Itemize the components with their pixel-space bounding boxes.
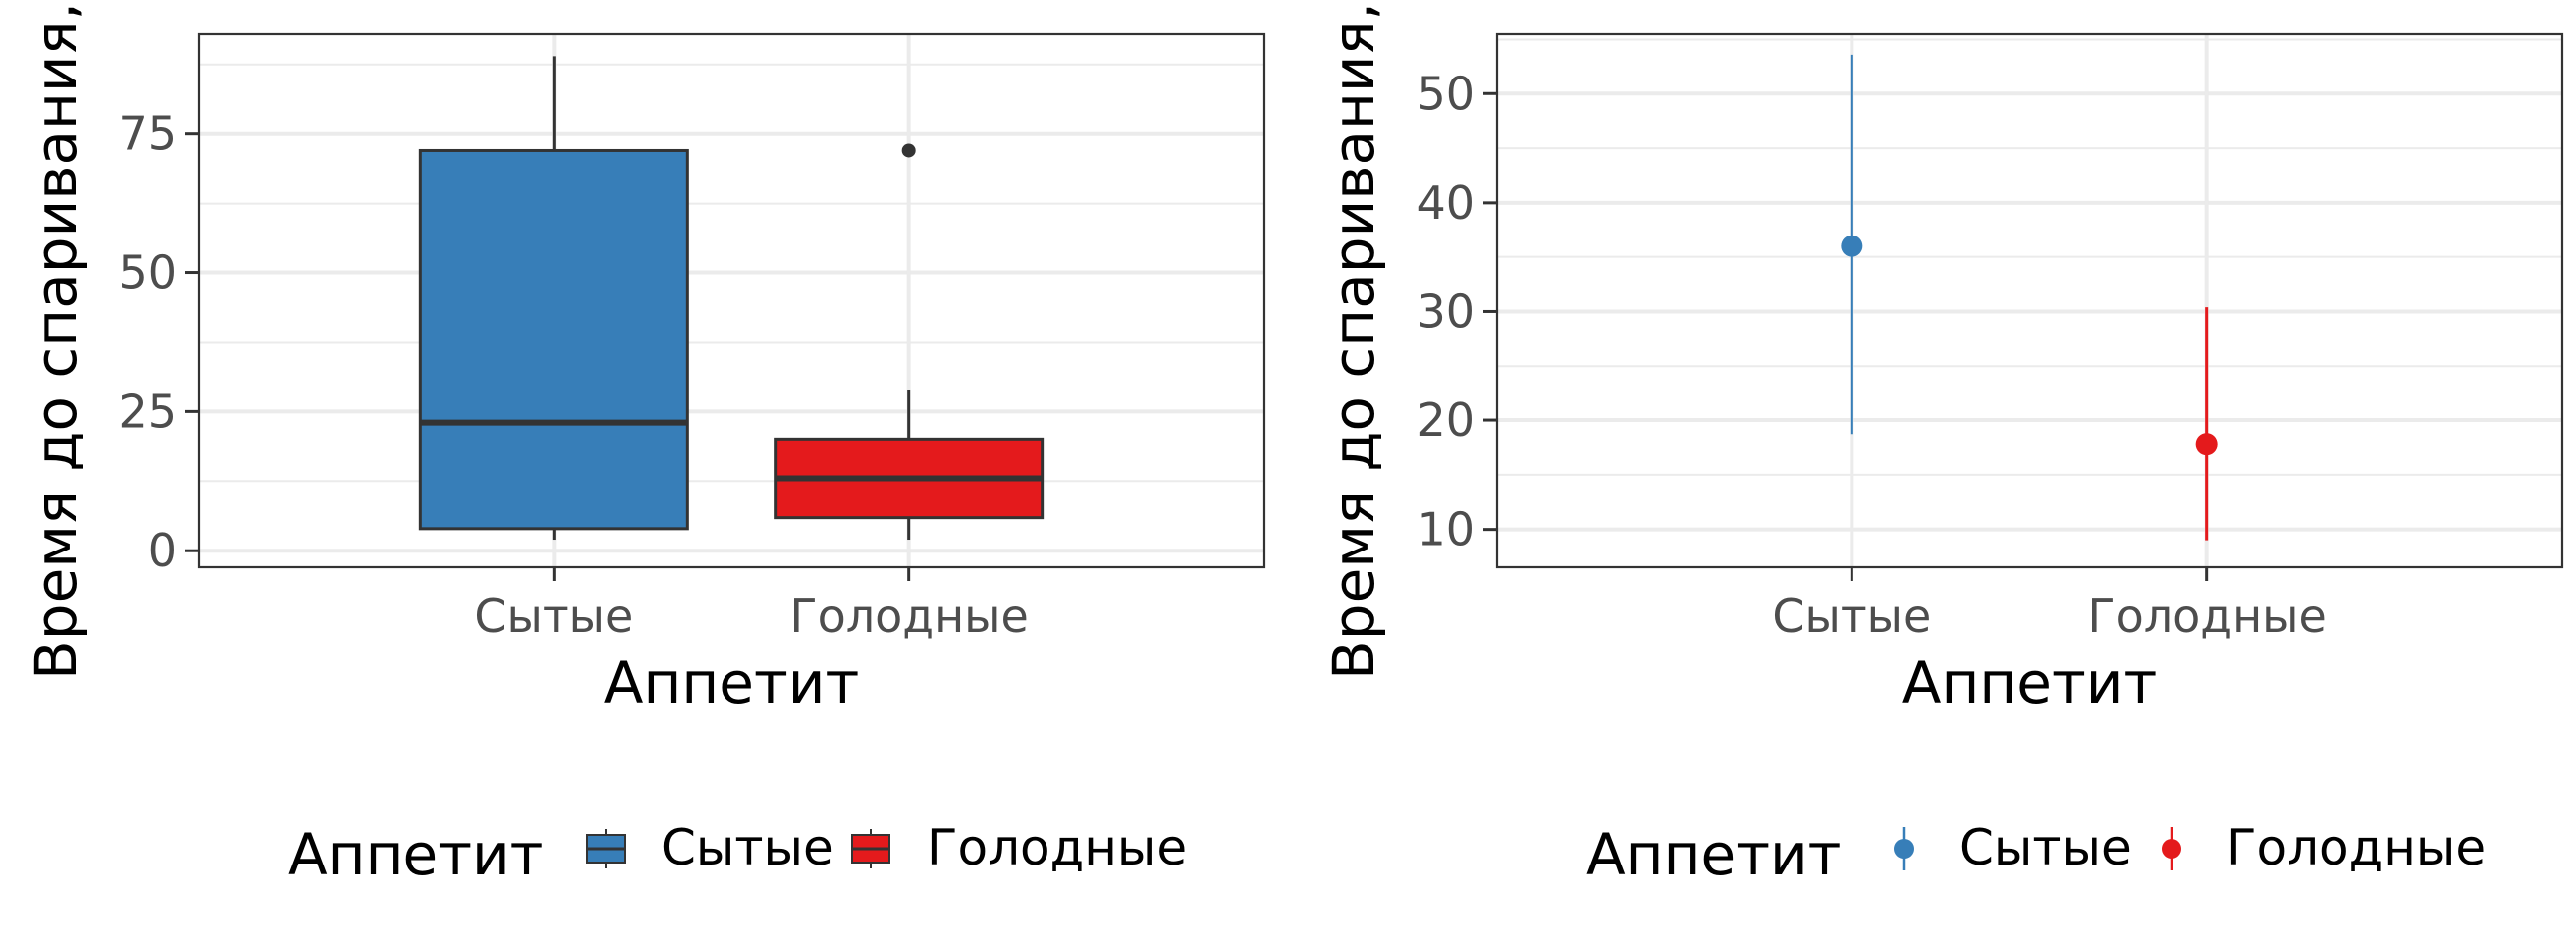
pointrange-legend-key-golodnye [2162,827,2181,870]
boxplot-y-tick-label: 25 [118,385,177,438]
pointrange-x-ticks: Сытые Голодные [1772,567,2327,643]
boxplot-legend-label-golodnye: Голодные [927,819,1187,876]
pointrange-gridlines [1497,34,2562,567]
pointrange-panel-border [1495,32,2564,569]
pointrange-x-tick-label: Сытые [1772,589,1931,643]
boxplot-marks [418,56,1045,541]
pointrange-y-tick-label: 20 [1416,393,1475,447]
pointrange-legend-key-sytye [1894,827,1914,870]
pointrange-mean-point [2195,433,2218,456]
boxplot-panel-background [199,34,1264,567]
boxplot-x-ticks: Сытые Голодные [474,567,1029,643]
pointrange-legend: Аппетит Сытые Голодные [1586,819,2486,888]
boxplot-y-tick-label: 50 [118,246,177,300]
pointrange-y-ticks: 10 20 30 40 50 [1416,67,1497,556]
pointrange-sytye [1841,54,1863,435]
pointrange-legend-title: Аппетит [1586,821,1841,888]
pointrange-legend-label-sytye: Сытые [1959,819,2132,876]
boxplot-legend: Аппетит Сытые Голодные [288,819,1187,888]
pointrange-y-axis-title: Время до спаривания, мин [1320,0,1387,680]
pointrange-y-tick-label: 10 [1416,503,1475,556]
boxplot-legend-label-sytye: Сытые [661,819,834,876]
pointrange-golodnye [2195,307,2218,541]
pointrange-x-tick-label: Голодные [2088,589,2327,643]
box-golodnye [774,143,1045,541]
boxplot-y-tick-label: 0 [148,524,177,577]
boxplot-legend-title: Аппетит [288,821,543,888]
pointrange-legend-label-golodnye: Голодные [2226,819,2486,876]
boxplot-panel: 0 25 50 75 Сытые Голодные Аппетит Время до с… [22,0,1266,888]
boxplot-y-axis-title: Время до спаривания, мин [22,0,89,680]
boxplot-y-tick-label: 75 [118,107,177,161]
box-sytye [418,56,689,541]
box-outlier-point [901,143,916,158]
pointrange-y-tick-label: 50 [1416,67,1475,120]
pointrange-y-tick-label: 30 [1416,284,1475,338]
boxplot-y-ticks: 0 25 50 75 [118,107,199,577]
boxplot-panel-border [197,32,1266,569]
boxplot-legend-key-sytye [586,829,626,868]
boxplot-x-tick-label: Голодные [790,589,1029,643]
pointrange-y-tick-label: 40 [1416,176,1475,230]
boxplot-x-tick-label: Сытые [474,589,633,643]
boxplot-legend-key-golodnye [851,829,890,868]
boxplot-x-axis-title: Аппетит [604,649,859,716]
pointrange-marks [1841,54,2218,541]
box-body [418,148,689,531]
pointrange-x-axis-title: Аппетит [1902,649,2157,716]
pointrange-mean-point [1841,235,1863,257]
pointrange-panel-background [1497,34,2562,567]
pointrange-panel: 10 20 30 40 50 Сытые Голодные Аппетит Время д… [1320,0,2564,888]
